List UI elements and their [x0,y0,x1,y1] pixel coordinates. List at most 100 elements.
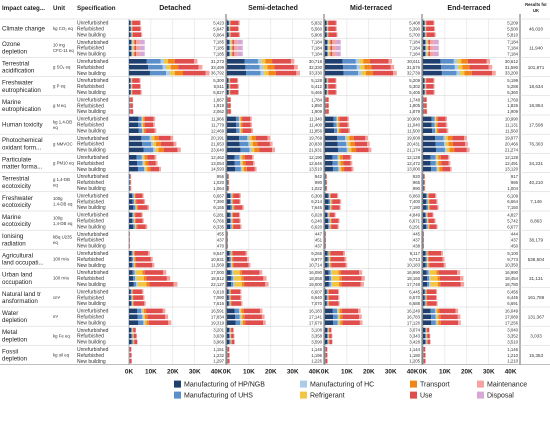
bar-segment [427,46,428,51]
bar-segment [261,71,265,76]
category-unit: eq [53,182,58,187]
bar-segment [133,40,134,45]
bar-segment [233,276,234,281]
bar-segment [246,161,253,166]
bar-segment [423,186,424,191]
bar-total-label: 990 [315,180,323,185]
bar-total-label: 451 [315,238,323,243]
bar-segment [164,59,168,64]
bar-segment [227,155,234,160]
bar-total-label: 990 [413,186,421,191]
specification-label: New building [77,320,106,326]
bar-segment [337,309,338,314]
bar-total-label: 5,423 [213,21,224,26]
bar-total-label: 5,742 [507,218,518,223]
bar-segment [366,71,373,76]
bar-segment [145,315,147,320]
bar-segment [135,276,136,281]
category-name: Human toxicity [2,122,43,129]
bar-segment [343,65,357,70]
bar-segment [129,136,141,141]
bar-total-label: 1,879 [409,109,420,114]
bar-segment [138,123,141,128]
bar-total-label: 1,805 [409,103,420,108]
x-tick-label: 10K [145,369,157,376]
bar-segment [438,315,440,320]
specification-label: New building [77,186,106,192]
bar-segment [144,301,145,306]
bar-segment [462,65,469,70]
bar-segment [334,123,337,128]
bar-segment [276,71,296,76]
bar-segment [327,295,328,300]
bar-segment [131,301,132,306]
bar-total-label: 1,151 [213,347,224,352]
bar-segment [423,309,431,314]
bar-segment [445,148,447,153]
bar-segment [228,359,230,364]
bar-segment [347,148,349,153]
category-unit: 100g [53,196,63,201]
bar-segment [134,251,135,256]
bar-segment [267,65,274,70]
bar-segment [438,117,446,122]
bar-total-label: 30,718 [309,59,323,64]
bar-segment [130,103,133,108]
bar-segment [227,117,236,122]
bar-segment [325,282,329,287]
bar-total-label: 33,330 [309,71,323,76]
bar-segment [245,65,259,70]
bar-segment [356,59,359,64]
bar-segment [423,142,436,147]
bar-segment [137,205,138,210]
bar-segment [242,117,250,122]
bar-segment [446,117,447,122]
bar-segment [274,65,294,70]
bar-segment [244,167,247,172]
bar-segment [142,315,143,320]
bar-total-label: 17,679 [309,320,323,325]
bar-segment [330,224,331,229]
bar-segment [328,301,329,306]
bar-total-label: 1,297 [213,359,224,364]
bar-segment [426,224,427,229]
bar-segment [227,174,228,179]
bar-total-label: 12,491 [505,161,519,166]
category-name: occupation [2,279,32,286]
bar-total-label: 6,677 [507,224,518,229]
bar-segment [227,78,228,83]
bar-segment [332,334,333,339]
bar-total-label: 17,834 [211,314,225,319]
bar-segment [136,282,137,287]
bar-segment [272,59,291,64]
bar-segment [129,219,132,224]
bar-segment [151,142,153,147]
bar-segment [348,142,351,147]
bar-segment [231,32,239,37]
bar-segment [435,219,436,224]
bar-segment [330,52,331,57]
bar-segment [430,276,437,281]
bar-segment [423,59,440,64]
bar-segment [233,40,235,45]
category-unit: 1,4-DB eq [53,202,73,207]
legend-label: Maintenance [487,382,527,389]
bar-total-label: 18,160 [407,276,421,281]
bar-segment [230,213,231,218]
bar-segment [425,251,426,256]
bar-segment [228,353,230,358]
bar-segment [330,193,331,198]
specification-label: New building [77,71,106,77]
bar-total-label: 19,000 [309,282,323,287]
bar-segment [142,161,143,166]
bar-segment [438,320,440,325]
bar-total-label: 2,062 [213,109,224,114]
x-tick-label: 40K [211,369,223,376]
bar-segment [135,46,137,51]
bar-segment [252,148,255,153]
bar-total-label: 10,990 [505,117,519,122]
bar-segment [227,136,239,141]
bar-segment [238,84,239,89]
bar-segment [227,59,244,64]
x-tick-label: 10K [439,369,451,376]
